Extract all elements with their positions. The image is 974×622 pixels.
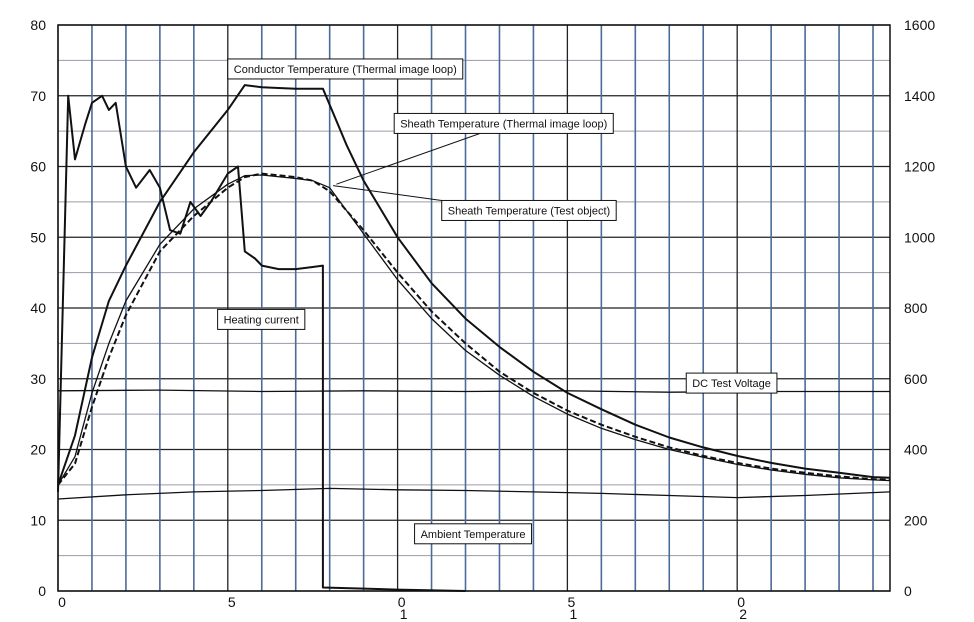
annotation-box	[414, 523, 533, 545]
y-left-tick-label: 80	[30, 17, 46, 33]
y-left-tick-label: 30	[30, 371, 46, 387]
y-right-tick-label: 1600	[904, 17, 935, 33]
y-left-tick-label: 20	[30, 442, 46, 458]
annotation-label: Heating current	[224, 314, 299, 326]
annotation-box	[393, 112, 614, 134]
annotation-box	[217, 308, 306, 330]
x-tick-label: 0	[398, 594, 406, 610]
x-tick-label: 5	[228, 594, 236, 610]
annotation-label: Sheath Temperature (Test object)	[448, 205, 610, 217]
y-right-tick-label: 600	[904, 371, 928, 387]
series-line-3	[57, 94, 466, 592]
ticks-group: 0102030405060708002004006008001000120014…	[30, 17, 935, 622]
y-left-tick-label: 10	[30, 512, 46, 528]
annotation-label: Conductor Temperature (Thermal image loo…	[234, 64, 457, 76]
y-right-tick-label: 800	[904, 300, 928, 316]
annotation-label: Sheath Temperature (Thermal image loop)	[400, 118, 607, 130]
y-right-tick-label: 200	[904, 512, 928, 528]
series-line-0	[57, 84, 891, 486]
x-tick-label: 0	[737, 594, 745, 610]
x-tick-label: 0	[58, 594, 66, 610]
annotation-box	[685, 372, 778, 394]
y-left-tick-label: 40	[30, 300, 46, 316]
x-tick-label: 5	[567, 594, 575, 610]
annotation-label: DC Test Voltage	[692, 378, 771, 390]
y-right-tick-label: 1400	[904, 88, 935, 104]
y-left-tick-label: 60	[30, 159, 46, 175]
series-line-1	[57, 172, 891, 486]
grid	[57, 24, 890, 592]
series-line-5	[57, 487, 891, 500]
annotation-label: Ambient Temperature	[421, 529, 526, 541]
plot-frame	[57, 24, 891, 592]
y-right-tick-label: 400	[904, 442, 928, 458]
x-tick-sublabel: 1	[569, 606, 577, 622]
y-right-tick-label: 1200	[904, 159, 935, 175]
y-left-tick-label: 70	[30, 88, 46, 104]
annotation-box	[227, 58, 464, 80]
y-left-tick-label: 0	[38, 583, 46, 599]
x-tick-sublabel: 2	[739, 606, 747, 622]
annotation-leader	[333, 185, 442, 201]
y-right-tick-label: 1000	[904, 229, 935, 245]
annotations-group: Conductor Temperature (Thermal image loo…	[217, 58, 778, 545]
axes-group	[57, 24, 891, 592]
annotation-box	[441, 199, 617, 221]
y-right-tick-label: 0	[904, 583, 912, 599]
series-line-2	[57, 174, 891, 486]
y-left-tick-label: 50	[30, 229, 46, 245]
x-tick-sublabel: 1	[400, 606, 408, 622]
